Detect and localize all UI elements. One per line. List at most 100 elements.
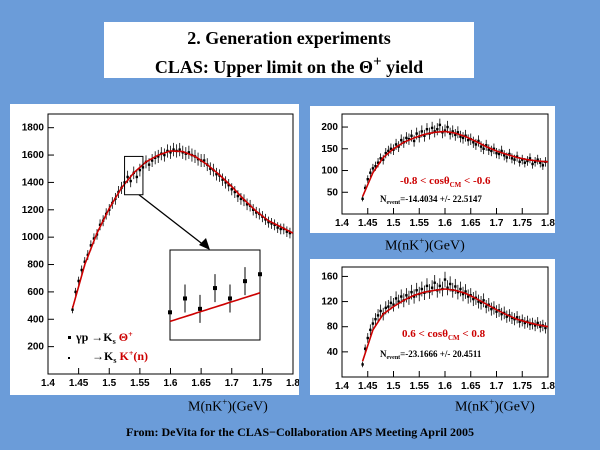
x-tick-label: 1.75	[513, 218, 533, 229]
data-point	[285, 230, 289, 233]
data-point	[474, 143, 478, 146]
main-chart-panel: 1.4 1.45 1.5 1.55 1.6 1.65 1.7 1.75 1.8 200 400 600…	[10, 104, 299, 395]
y-tick-label: 1600	[22, 150, 45, 161]
y-tick-label: 1800	[22, 123, 45, 134]
x-tick-label: 1.75	[513, 381, 533, 392]
top-right-x-axis-label: M(nK+)(GeV)	[385, 236, 465, 254]
data-point	[482, 147, 485, 150]
data-point	[518, 160, 521, 164]
y-tick-label: 1200	[22, 205, 45, 216]
data-point	[533, 324, 537, 327]
inset-data-point	[258, 272, 262, 277]
data-point	[392, 303, 395, 306]
data-point	[433, 281, 436, 284]
zoom-arrow	[138, 194, 206, 247]
data-point	[209, 167, 212, 170]
data-point	[430, 286, 434, 289]
fit-curve	[71, 150, 294, 309]
x-tick-label: 1.65	[461, 218, 481, 229]
data-point	[446, 125, 449, 129]
data-point	[464, 134, 467, 137]
y-tick-label: 200	[321, 122, 338, 133]
inset-fit-curve	[169, 292, 261, 323]
data-point	[510, 157, 514, 160]
data-point	[374, 317, 377, 321]
theta-symbol: Θ	[359, 57, 374, 77]
data-point	[521, 158, 524, 161]
inset-data-point	[198, 306, 202, 311]
x-tick-label: 1.7	[225, 378, 239, 389]
data-point	[376, 161, 380, 164]
data-point	[379, 309, 382, 313]
data-point	[239, 197, 243, 201]
data-point	[523, 321, 527, 325]
main-x-axis-label: M(nK+)(GeV)	[188, 397, 268, 415]
data-point	[71, 308, 74, 311]
data-point	[479, 145, 483, 148]
data-point	[98, 223, 102, 227]
data-point	[224, 181, 227, 184]
data-point	[485, 305, 488, 308]
data-point	[410, 134, 413, 137]
data-point	[438, 123, 442, 127]
data-point	[528, 323, 532, 326]
data-point	[361, 363, 364, 366]
data-point	[505, 315, 508, 318]
data-point	[454, 133, 457, 137]
x-tick-label: 1.7	[490, 381, 504, 392]
data-point	[138, 168, 142, 172]
y-tick-label: 160	[321, 271, 338, 282]
y-tick-label: 100	[321, 166, 338, 177]
data-point	[420, 287, 424, 291]
data-point	[412, 139, 416, 143]
data-point	[202, 159, 206, 162]
data-point	[379, 157, 382, 160]
x-tick-label: 1.4	[335, 381, 349, 392]
x-tick-label: 1.55	[130, 378, 150, 389]
data-point	[464, 290, 467, 293]
data-point	[539, 161, 542, 164]
data-point	[245, 203, 249, 206]
bottom-right-chart-panel: 1.4 1.45 1.5 1.55 1.6 1.65 1.7 1.75 1.8 40 80 120 16…	[310, 259, 555, 395]
data-point	[531, 162, 534, 166]
data-point	[255, 211, 258, 214]
data-point	[415, 132, 418, 135]
data-point	[451, 130, 454, 133]
data-point	[89, 244, 93, 247]
x-tick-label: 1.6	[164, 378, 178, 389]
data-point	[515, 155, 519, 158]
data-point	[129, 179, 132, 183]
data-point	[466, 295, 470, 298]
data-point	[270, 222, 273, 225]
data-point	[169, 151, 172, 154]
data-point	[394, 143, 398, 146]
x-tick-label: 1.6	[438, 218, 452, 229]
x-tick-label: 1.75	[253, 378, 273, 389]
data-point	[523, 161, 527, 164]
data-point	[157, 155, 160, 158]
data-point	[83, 260, 86, 263]
title-line-2: CLAS: Upper limit on the Θ+ yield	[104, 50, 474, 79]
data-point	[369, 328, 372, 332]
data-point	[433, 130, 436, 133]
data-point	[495, 151, 498, 155]
data-point	[536, 321, 539, 325]
x-tick-label: 1.6	[438, 381, 452, 392]
data-point	[184, 152, 188, 155]
data-point	[425, 128, 429, 131]
data-point	[461, 292, 465, 296]
data-point	[503, 154, 506, 157]
data-point	[518, 320, 521, 323]
data-point	[371, 167, 375, 170]
data-point	[407, 138, 411, 141]
data-point	[454, 285, 457, 288]
data-point	[472, 297, 475, 301]
x-tick-label: 1.45	[358, 381, 378, 392]
data-point	[178, 148, 181, 151]
x-tick-label: 1.55	[410, 218, 430, 229]
y-tick-label: 400	[27, 314, 44, 325]
data-point	[163, 153, 166, 157]
x-tick-label: 1.45	[358, 218, 378, 229]
data-point	[513, 158, 516, 161]
data-point	[389, 147, 393, 150]
